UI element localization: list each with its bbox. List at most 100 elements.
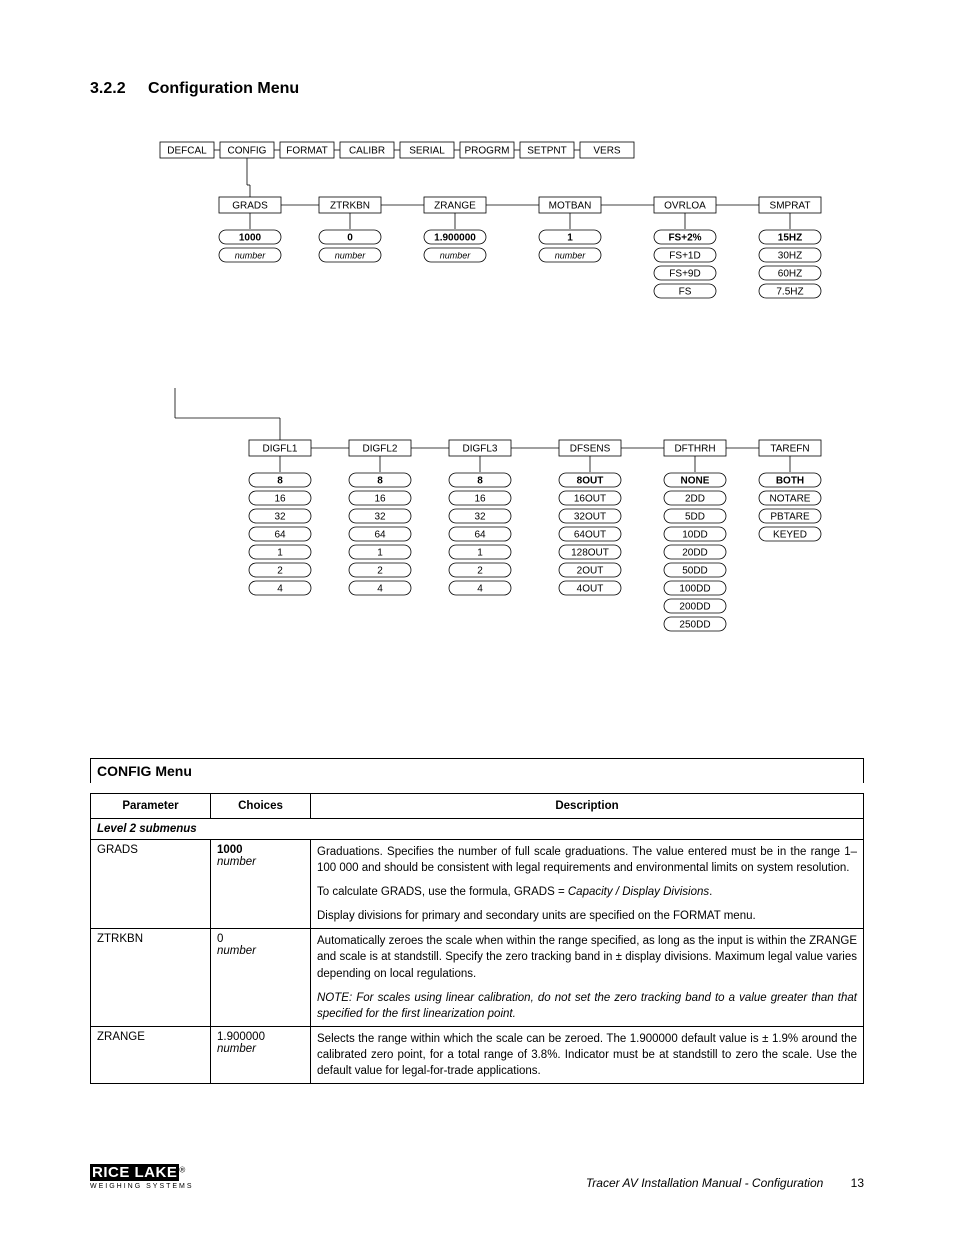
svg-text:1: 1 xyxy=(477,548,483,559)
svg-text:number: number xyxy=(555,250,587,260)
svg-text:DIGFL3: DIGFL3 xyxy=(462,444,497,455)
svg-text:8OUT: 8OUT xyxy=(577,476,604,487)
svg-text:4: 4 xyxy=(377,584,383,595)
svg-text:SETPNT: SETPNT xyxy=(527,146,566,157)
logo-text: RICE LAKE xyxy=(90,1164,179,1181)
logo-reg: ® xyxy=(179,1165,185,1174)
svg-text:60HZ: 60HZ xyxy=(778,269,802,280)
svg-text:32OUT: 32OUT xyxy=(574,512,606,523)
svg-text:DIGFL2: DIGFL2 xyxy=(362,444,397,455)
table-row: ZTRKBN0numberAutomatically zeroes the sc… xyxy=(91,929,864,1026)
description-cell: Selects the range within which the scale… xyxy=(311,1026,864,1083)
svg-text:7.5HZ: 7.5HZ xyxy=(776,287,803,298)
svg-text:KEYED: KEYED xyxy=(773,530,807,541)
footer-right: Tracer AV Installation Manual - Configur… xyxy=(586,1176,864,1190)
svg-text:SERIAL: SERIAL xyxy=(409,146,445,157)
svg-text:FS+1D: FS+1D xyxy=(669,251,700,262)
page-footer: RICE LAKE® WEIGHING SYSTEMS Tracer AV In… xyxy=(90,1164,864,1190)
svg-text:FS+2%: FS+2% xyxy=(668,233,701,244)
svg-text:VERS: VERS xyxy=(593,146,621,157)
svg-text:1: 1 xyxy=(377,548,383,559)
choice-cell: 0number xyxy=(211,929,311,1026)
svg-text:2: 2 xyxy=(477,566,483,577)
svg-text:64: 64 xyxy=(374,530,386,541)
table-row: GRADS1000numberGraduations. Specifies th… xyxy=(91,840,864,929)
svg-text:8: 8 xyxy=(277,476,283,487)
svg-text:DEFCAL: DEFCAL xyxy=(167,146,207,157)
svg-text:PBTARE: PBTARE xyxy=(770,512,810,523)
svg-text:32: 32 xyxy=(474,512,486,523)
svg-text:OVRLOA: OVRLOA xyxy=(664,201,706,212)
svg-text:16: 16 xyxy=(274,494,286,505)
table-subheader: Level 2 submenus xyxy=(91,819,864,840)
svg-text:number: number xyxy=(335,250,367,260)
svg-text:DFSENS: DFSENS xyxy=(570,444,611,455)
param-cell: ZRANGE xyxy=(91,1026,211,1083)
svg-text:NONE: NONE xyxy=(681,476,710,487)
page-number: 13 xyxy=(851,1176,864,1190)
description-cell: Automatically zeroes the scale when with… xyxy=(311,929,864,1026)
svg-text:ZRANGE: ZRANGE xyxy=(434,201,476,212)
svg-text:GRADS: GRADS xyxy=(232,201,268,212)
svg-text:FS+9D: FS+9D xyxy=(669,269,700,280)
svg-text:2: 2 xyxy=(277,566,283,577)
svg-text:8: 8 xyxy=(377,476,383,487)
svg-text:CALIBR: CALIBR xyxy=(349,146,385,157)
svg-text:250DD: 250DD xyxy=(679,620,710,631)
svg-text:50DD: 50DD xyxy=(682,566,708,577)
footer-doc-title: Tracer AV Installation Manual - Configur… xyxy=(586,1176,823,1190)
svg-text:4OUT: 4OUT xyxy=(577,584,604,595)
svg-text:number: number xyxy=(440,250,472,260)
svg-text:1000: 1000 xyxy=(239,233,262,244)
svg-text:32: 32 xyxy=(274,512,286,523)
svg-text:30HZ: 30HZ xyxy=(778,251,802,262)
table-title: CONFIG Menu xyxy=(90,758,864,783)
col-description: Description xyxy=(311,794,864,819)
svg-text:1.900000: 1.900000 xyxy=(434,233,476,244)
svg-text:BOTH: BOTH xyxy=(776,476,804,487)
section-title-text: Configuration Menu xyxy=(148,80,299,97)
svg-text:64: 64 xyxy=(474,530,486,541)
config-menu-diagram: DEFCAL CONFIG FORMAT CALIBR SERIAL PROGRM SETP… xyxy=(130,138,824,708)
svg-text:DIGFL1: DIGFL1 xyxy=(262,444,297,455)
svg-text:FS: FS xyxy=(679,287,692,298)
svg-text:1: 1 xyxy=(277,548,283,559)
param-cell: GRADS xyxy=(91,840,211,929)
svg-text:8: 8 xyxy=(477,476,483,487)
svg-text:64: 64 xyxy=(274,530,286,541)
svg-text:CONFIG: CONFIG xyxy=(228,146,267,157)
logo-subtext: WEIGHING SYSTEMS xyxy=(90,1183,194,1190)
svg-text:SMPRAT: SMPRAT xyxy=(770,201,811,212)
table-header-row: Parameter Choices Description xyxy=(91,794,864,819)
svg-text:64OUT: 64OUT xyxy=(574,530,606,541)
svg-text:PROGRM: PROGRM xyxy=(465,146,510,157)
svg-text:TAREFN: TAREFN xyxy=(770,444,809,455)
config-table-container: CONFIG Menu Parameter Choices Descriptio… xyxy=(90,758,864,1084)
svg-text:DFTHRH: DFTHRH xyxy=(674,444,715,455)
svg-text:16OUT: 16OUT xyxy=(574,494,606,505)
svg-text:0: 0 xyxy=(347,233,353,244)
description-cell: Graduations. Specifies the number of ful… xyxy=(311,840,864,929)
svg-text:20DD: 20DD xyxy=(682,548,708,559)
footer-logo: RICE LAKE® WEIGHING SYSTEMS xyxy=(90,1164,194,1190)
svg-text:4: 4 xyxy=(477,584,483,595)
svg-text:4: 4 xyxy=(277,584,283,595)
svg-text:16: 16 xyxy=(474,494,486,505)
section-heading: 3.2.2 Configuration Menu xyxy=(90,80,864,98)
svg-text:number: number xyxy=(235,250,267,260)
svg-text:128OUT: 128OUT xyxy=(571,548,609,559)
section-number: 3.2.2 xyxy=(90,80,126,97)
svg-text:32: 32 xyxy=(374,512,386,523)
col-choices: Choices xyxy=(211,794,311,819)
svg-text:15HZ: 15HZ xyxy=(778,233,802,244)
param-cell: ZTRKBN xyxy=(91,929,211,1026)
svg-text:FORMAT: FORMAT xyxy=(286,146,327,157)
table-row: ZRANGE1.900000numberSelects the range wi… xyxy=(91,1026,864,1083)
table-subheader-row: Level 2 submenus xyxy=(91,819,864,840)
svg-text:5DD: 5DD xyxy=(685,512,705,523)
svg-text:10DD: 10DD xyxy=(682,530,708,541)
svg-text:1: 1 xyxy=(567,233,573,244)
config-menu-table: Parameter Choices Description Level 2 su… xyxy=(90,793,864,1084)
svg-text:2DD: 2DD xyxy=(685,494,705,505)
choice-cell: 1.900000number xyxy=(211,1026,311,1083)
